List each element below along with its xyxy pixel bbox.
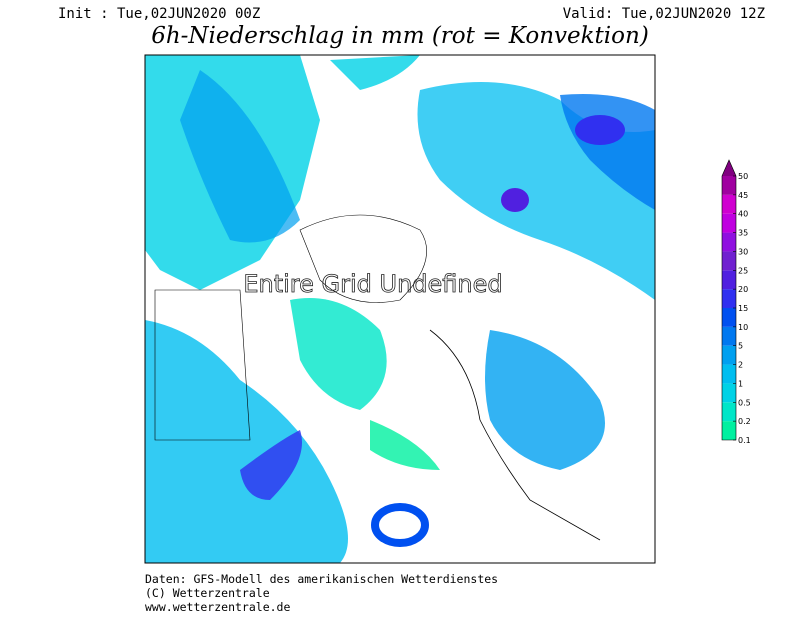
colorbar-swatch: [722, 402, 736, 422]
colorbar-outline: [721, 159, 737, 441]
colorbar-swatch: [722, 383, 736, 403]
colorbar-label: 2: [738, 361, 743, 370]
colorbar-swatch: [722, 270, 736, 290]
colorbar-label: 40: [738, 210, 748, 219]
footer-line: (C) Wetterzentrale: [145, 586, 270, 600]
footer-line: www.wetterzentrale.de: [145, 600, 290, 614]
colorbar-swatch: [722, 308, 736, 327]
colorbar-label: 20: [738, 285, 748, 294]
colorbar-swatch: [722, 176, 736, 195]
colorbar-swatch: [722, 251, 736, 271]
precip-field: [145, 55, 655, 563]
init-time: Init : Tue,02JUN2020 00Z: [58, 6, 260, 22]
colorbar-label: 35: [738, 229, 748, 238]
map-frame: [144, 54, 656, 564]
overlay-text: Entire Grid Undefined: [243, 270, 502, 298]
colorbar-label: 0.1: [738, 436, 751, 445]
colorbar-label: 0.5: [738, 398, 751, 407]
colorbar-label: 15: [738, 304, 748, 313]
colorbar-label: 50: [738, 172, 748, 181]
colorbar-label: 5: [738, 342, 743, 351]
map: Entire Grid Undefined: [144, 54, 656, 564]
colorbar-swatch: [722, 421, 736, 440]
footer-line: Daten: GFS-Modell des amerikanischen Wet…: [145, 572, 498, 586]
colorbar-swatch: [722, 232, 736, 252]
colorbar-label: 45: [738, 191, 748, 200]
colorbar-label: 25: [738, 266, 748, 275]
colorbar-label: 10: [738, 323, 748, 332]
colorbar-swatch: [722, 289, 736, 308]
valid-time: Valid: Tue,02JUN2020 12Z: [563, 6, 765, 22]
colorbar-swatch: [722, 345, 736, 365]
colorbar-label: 30: [738, 247, 748, 256]
colorbar-swatch: [722, 160, 736, 176]
colorbar-label: 1: [738, 379, 743, 388]
colorbar-swatch: [722, 326, 736, 346]
colorbar-swatch: [722, 213, 736, 233]
colorbar-swatch: [722, 194, 736, 214]
colorbar-swatch: [722, 364, 736, 384]
colorbar-label: 0.2: [738, 417, 751, 426]
title: 6h-Niederschlag in mm (rot = Konvektion): [151, 23, 649, 49]
